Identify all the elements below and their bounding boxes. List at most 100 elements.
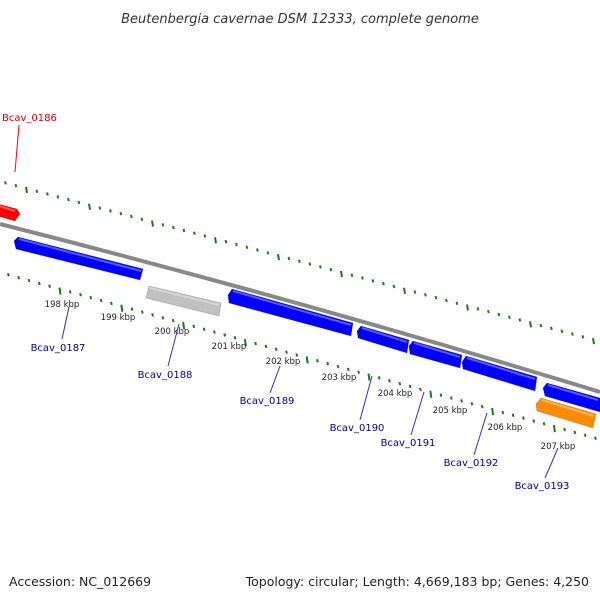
gene-arrow-bcav_0189[interactable] (227, 288, 354, 337)
tick-mark (583, 433, 587, 438)
leader-line (410, 391, 425, 436)
tick-mark (419, 387, 422, 392)
tick-mark (408, 384, 412, 389)
tick-mark (79, 293, 82, 297)
tick-mark (439, 393, 443, 397)
tick-mark (182, 321, 186, 330)
tick-mark (224, 239, 228, 244)
tick-mark (466, 304, 469, 311)
inner-tick-track (7, 272, 597, 440)
tick-mark (35, 189, 39, 193)
tick-label: 199 kbp (101, 313, 136, 323)
gene-arrow-bcav_0191[interactable] (408, 340, 463, 369)
tick-mark (508, 315, 511, 319)
tick-mark (403, 287, 406, 294)
tick-mark (377, 376, 381, 380)
tick-mark (445, 298, 448, 303)
gene-arrow-bcav_0187[interactable] (13, 236, 144, 281)
tick-mark (140, 217, 144, 221)
tick-mark (346, 367, 350, 372)
tick-label: 201 kbp (212, 342, 247, 352)
gene-label[interactable]: Bcav_0188 (138, 370, 193, 381)
tick-mark (594, 436, 597, 440)
gene-track (0, 204, 600, 429)
topology-text: Topology: circular; Length: 4,669,183 bp… (245, 574, 589, 589)
gene-arrow-bcav_0192[interactable] (461, 355, 538, 392)
tick-mark (193, 231, 196, 235)
tick-mark (326, 361, 330, 366)
gene-arrow-unlabeled[interactable] (542, 382, 600, 413)
tick-mark (371, 279, 375, 283)
gene-arrow-bcav_0188[interactable] (145, 285, 222, 317)
tick-mark (529, 321, 532, 328)
tick-mark (573, 430, 577, 435)
tick-mark (151, 220, 154, 227)
map-title: Beutenbergia cavernae DSM 12333, complet… (121, 12, 479, 27)
tick-label: 204 kbp (378, 389, 413, 399)
tick-labels: 198 kbp 199 kbp 200 kbp 201 kbp 202 kbp 203 k… (45, 300, 576, 452)
tick-mark (110, 301, 113, 306)
tick-mark (480, 404, 484, 409)
tick-mark (550, 326, 553, 331)
tick-mark (305, 356, 309, 364)
tick-mark (319, 265, 322, 269)
tick-mark (77, 200, 81, 205)
gene-label[interactable]: Bcav_0187 (31, 343, 86, 354)
tick-mark (214, 237, 217, 244)
tick-mark (37, 281, 41, 286)
tick-mark (455, 301, 459, 305)
tick-mark (151, 313, 154, 317)
gene-highlight (18, 238, 142, 272)
gene-label[interactable]: Bcav_0190 (330, 423, 385, 434)
gene-label[interactable]: Bcav_0192 (444, 458, 499, 469)
tick-mark (285, 350, 288, 354)
tick-mark (571, 332, 574, 336)
tick-mark (27, 278, 31, 283)
tick-mark (266, 251, 270, 255)
gene-label[interactable]: Bcav_0186 (2, 113, 57, 124)
tick-label: 203 kbp (322, 373, 357, 383)
tick-mark (161, 223, 165, 227)
tick-mark (392, 284, 396, 289)
tick-mark (434, 295, 438, 300)
leader-line (359, 375, 373, 421)
gene-highlight (466, 357, 536, 380)
tick-mark (470, 401, 474, 406)
tick-mark (223, 333, 227, 337)
gene-highlight (413, 342, 461, 358)
tick-label: 207 kbp (541, 442, 576, 452)
gene-label[interactable]: Bcav_0191 (381, 438, 436, 449)
tick-label: 206 kbp (488, 423, 523, 433)
tick-mark (539, 323, 543, 328)
gene-arrow-bcav_0186[interactable] (0, 204, 21, 222)
leader-line (269, 365, 281, 394)
tick-mark (46, 192, 49, 196)
tick-label: 205 kbp (433, 406, 468, 416)
gene-label[interactable]: Bcav_0193 (515, 481, 570, 492)
tick-mark (25, 186, 28, 194)
gene-highlight (547, 384, 599, 401)
tick-mark (14, 183, 18, 188)
tick-mark (542, 422, 546, 426)
tick-mark (172, 225, 175, 230)
tick-label: 198 kbp (45, 300, 80, 310)
tick-mark (68, 290, 72, 294)
tick-mark (522, 416, 525, 420)
tick-mark (552, 425, 556, 433)
tick-label: 200 kbp (155, 327, 190, 337)
tick-mark (487, 309, 490, 314)
tick-mark (497, 312, 501, 317)
tick-mark (429, 390, 433, 398)
gene-arrow-bcav_0190[interactable] (356, 325, 410, 354)
tick-mark (256, 248, 259, 252)
gene-label[interactable]: Bcav_0189 (240, 396, 295, 407)
tick-mark (518, 318, 522, 322)
tick-mark (67, 197, 70, 202)
tick-mark (329, 267, 333, 272)
tick-mark (264, 344, 268, 349)
tick-mark (120, 304, 124, 312)
gene-highlight (232, 290, 352, 326)
tick-mark (254, 341, 257, 346)
tick-mark (171, 318, 175, 323)
gene-arrow-bcav_0193[interactable] (535, 397, 597, 429)
